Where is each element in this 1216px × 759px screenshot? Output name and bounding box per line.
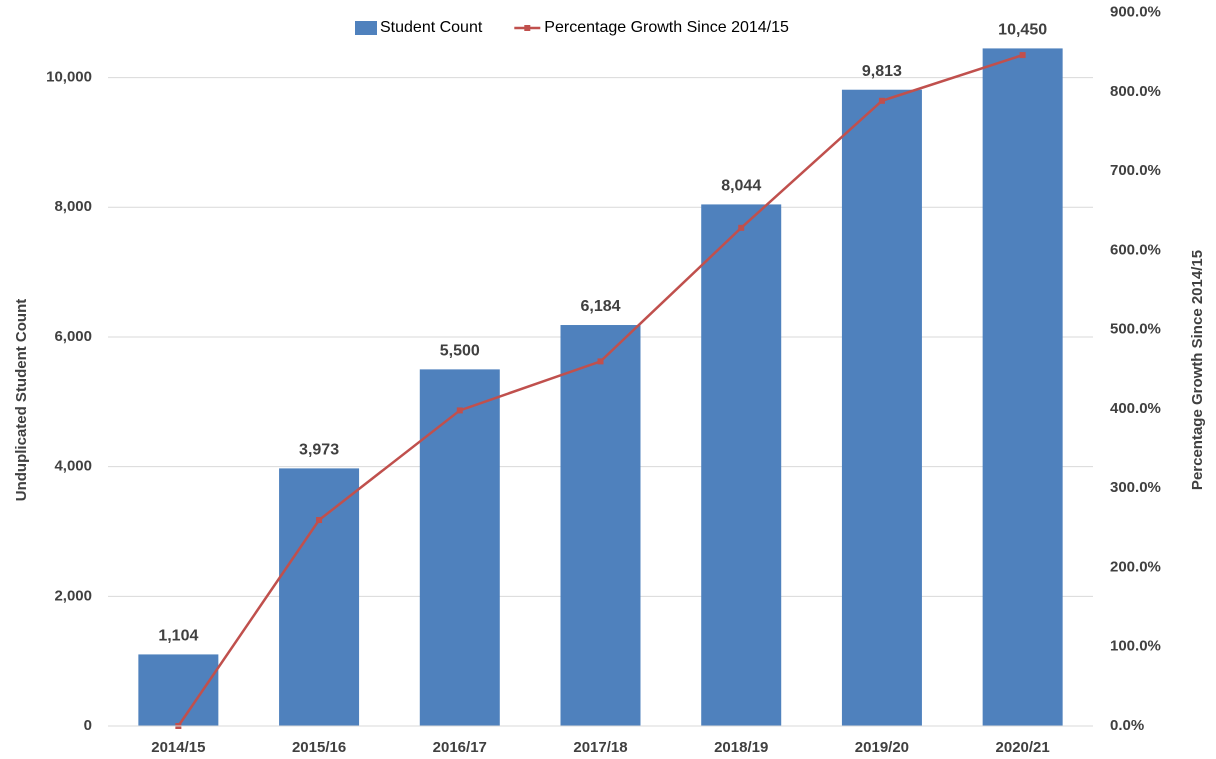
x-tick-label: 2019/20 [855, 739, 909, 756]
bar [841, 89, 922, 726]
y2-axis-title: Percentage Growth Since 2014/15 [1189, 250, 1206, 490]
line-marker [1019, 52, 1026, 59]
x-tick-label: 2015/16 [292, 739, 346, 756]
data-label: 1,104 [158, 628, 198, 645]
y-axis-title: Unduplicated Student Count [13, 299, 30, 501]
data-label: 5,500 [440, 343, 480, 360]
y2-tick-label: 800.0% [1110, 83, 1161, 100]
y-tick-label: 4,000 [54, 458, 92, 475]
y2-tick-label: 300.0% [1110, 479, 1161, 496]
data-label: 6,184 [580, 298, 620, 315]
y-tick-label: 8,000 [54, 198, 92, 215]
data-label: 8,044 [721, 178, 761, 195]
y2-tick-label: 900.0% [1110, 4, 1161, 21]
line-marker [878, 97, 885, 104]
line-marker [738, 224, 745, 231]
line-marker [456, 407, 463, 414]
bar [701, 204, 782, 726]
y2-tick-label: 600.0% [1110, 241, 1161, 258]
line-marker [316, 517, 323, 524]
bar [982, 48, 1063, 727]
x-tick-label: 2017/18 [573, 739, 627, 756]
y2-tick-label: 0.0% [1110, 717, 1144, 734]
bar [138, 654, 219, 726]
y-tick-label: 0 [84, 717, 92, 734]
y-tick-label: 2,000 [54, 587, 92, 604]
legend-label: Student Count [380, 19, 483, 36]
x-tick-label: 2018/19 [714, 739, 768, 756]
legend-label: Percentage Growth Since 2014/15 [544, 19, 789, 36]
y-tick-label: 6,000 [54, 328, 92, 345]
y2-tick-label: 200.0% [1110, 558, 1161, 575]
legend-swatch [355, 21, 377, 35]
y2-tick-label: 500.0% [1110, 321, 1161, 338]
data-label: 10,450 [998, 22, 1047, 39]
bar [560, 325, 641, 726]
x-tick-label: 2014/15 [151, 739, 205, 756]
data-label: 3,973 [299, 442, 339, 459]
x-tick-label: 2020/21 [996, 739, 1050, 756]
bar [279, 468, 360, 726]
y2-tick-label: 100.0% [1110, 638, 1161, 655]
y-tick-label: 10,000 [46, 69, 92, 86]
y2-tick-label: 700.0% [1110, 162, 1161, 179]
x-tick-label: 2016/17 [433, 739, 487, 756]
line-marker [597, 358, 604, 365]
bar [419, 369, 500, 726]
y2-tick-label: 400.0% [1110, 400, 1161, 417]
data-label: 9,813 [862, 63, 902, 80]
legend-marker [524, 25, 531, 31]
